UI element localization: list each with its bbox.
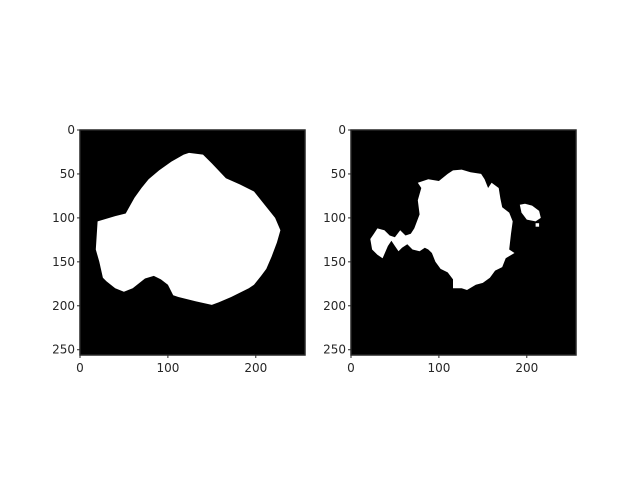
y-tick-label: 50 [331,167,346,181]
y-tick-label: 200 [52,299,75,313]
y-tick-label: 150 [52,255,75,269]
mask-region-2 [535,223,540,227]
left-image-panel: 0 100 200 0 50 100 150 200 250 [52,123,306,375]
mask-region-1 [519,203,541,222]
y-tick-label: 150 [323,255,346,269]
right-image-panel: 0 100 200 0 50 100 150 200 250 [323,123,577,375]
x-tick-label: 0 [76,361,84,375]
y-tick-label: 100 [52,211,75,225]
x-tick-label: 200 [515,361,538,375]
axes-frame [79,129,306,356]
mask-region-0 [95,152,281,305]
y-tick-label: 250 [52,343,75,357]
y-tick-label: 50 [60,167,75,181]
x-tick-label: 200 [244,361,267,375]
x-tick-label: 100 [156,361,179,375]
y-tick-label: 0 [67,123,75,137]
y-tick-label: 0 [338,123,346,137]
axes-frame [350,129,577,356]
y-tick-label: 100 [323,211,346,225]
y-tick-label: 200 [323,299,346,313]
y-tick-label: 250 [323,343,346,357]
x-tick-label: 100 [427,361,450,375]
mask-region-0 [370,169,515,290]
x-tick-label: 0 [347,361,355,375]
